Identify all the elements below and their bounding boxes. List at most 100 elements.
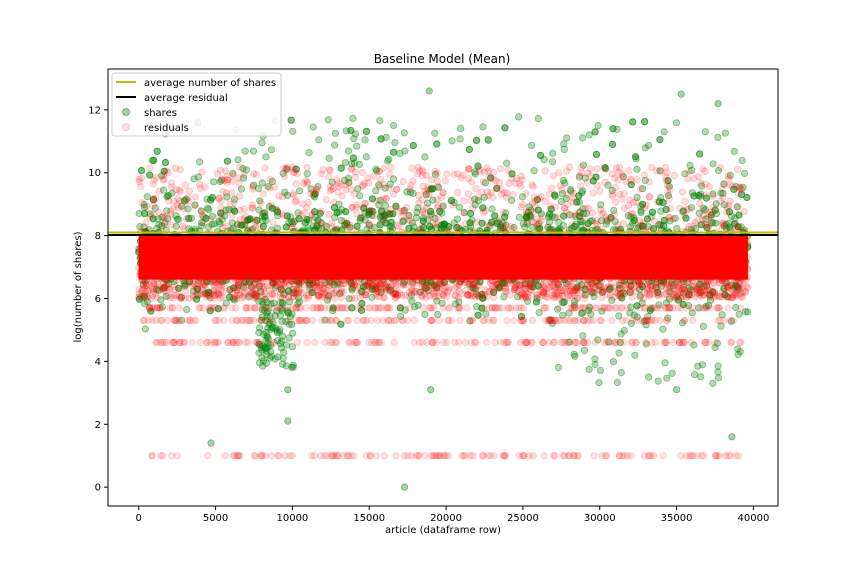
shares-point	[197, 207, 205, 215]
shares-point	[687, 286, 695, 294]
shares-point	[455, 298, 463, 306]
residuals-point	[569, 189, 577, 197]
shares-point	[728, 433, 736, 441]
residuals-point	[460, 209, 469, 217]
shares-point	[137, 293, 145, 301]
shares-point	[557, 197, 565, 206]
shares-point	[638, 200, 647, 208]
residuals-point	[593, 165, 601, 173]
residuals-point	[650, 217, 659, 225]
shares-point	[638, 185, 647, 193]
shares-point	[210, 178, 218, 186]
residuals-point	[669, 215, 678, 223]
residuals-point	[146, 164, 154, 172]
shares-point	[168, 189, 176, 197]
shares-point	[324, 116, 332, 124]
shares-point	[706, 296, 715, 304]
residuals-point	[325, 173, 333, 181]
shares-point	[534, 282, 542, 290]
shares-point	[182, 195, 190, 203]
shares-point	[438, 209, 446, 217]
shares-point	[161, 220, 169, 228]
shares-point	[585, 131, 593, 139]
residuals-point	[155, 187, 163, 195]
shares-point	[289, 219, 297, 228]
shares-point	[693, 285, 701, 293]
shares-point	[474, 162, 482, 170]
residuals-point	[614, 221, 622, 229]
shares-point	[609, 358, 618, 366]
shares-point	[631, 153, 640, 161]
shares-point	[655, 220, 663, 229]
shares-point	[688, 166, 696, 174]
shares-point	[696, 280, 704, 288]
shares-point	[141, 325, 149, 333]
shares-point	[243, 216, 251, 224]
shares-point	[609, 125, 617, 133]
shares-point	[479, 123, 487, 131]
shares-point	[430, 281, 438, 289]
shares-point	[245, 293, 253, 301]
shares-point	[702, 215, 710, 223]
shares-point	[734, 345, 742, 353]
residuals-point	[676, 204, 684, 212]
shares-point	[471, 168, 479, 176]
residuals-point	[582, 224, 591, 232]
shares-point	[592, 173, 600, 181]
shares-point	[664, 191, 673, 200]
shares-point	[155, 221, 163, 229]
shares-point	[656, 136, 664, 144]
shares-point	[615, 284, 624, 292]
shares-point	[575, 173, 584, 181]
shares-point	[669, 282, 677, 290]
residuals-point	[236, 163, 244, 171]
shares-point	[317, 219, 325, 227]
shares-point	[424, 216, 432, 224]
shares-point	[305, 149, 313, 157]
shares-point	[700, 282, 708, 291]
shares-point	[358, 288, 366, 296]
shares-point	[267, 347, 275, 356]
shares-point	[310, 191, 318, 199]
shares-point	[207, 439, 215, 447]
shares-point	[743, 193, 751, 202]
shares-point	[262, 153, 270, 161]
shares-point	[630, 216, 638, 224]
shares-point	[562, 195, 571, 203]
shares-point	[175, 284, 183, 292]
residuals-point	[734, 189, 743, 197]
shares-point	[526, 279, 534, 288]
shares-point	[301, 218, 310, 226]
shares-point	[608, 140, 617, 148]
shares-point	[609, 125, 617, 133]
shares-point	[514, 113, 523, 121]
shares-point	[578, 134, 587, 142]
shares-point	[591, 355, 599, 363]
residuals-point	[215, 214, 223, 222]
shares-point	[648, 208, 657, 216]
residuals-point	[709, 192, 717, 200]
shares-point	[246, 215, 254, 223]
shares-point	[340, 176, 349, 184]
shares-point	[580, 346, 589, 354]
shares-point	[453, 215, 461, 223]
shares-point	[307, 185, 315, 193]
shares-point	[349, 154, 357, 162]
shares-point	[140, 200, 148, 209]
residuals-point	[545, 190, 554, 198]
shares-point	[567, 187, 575, 195]
shares-point	[198, 219, 206, 227]
shares-point	[264, 183, 272, 191]
shares-point	[617, 330, 625, 338]
residuals-point	[684, 175, 692, 183]
shares-point	[579, 161, 588, 169]
shares-point	[534, 206, 542, 214]
shares-point	[361, 216, 369, 224]
shares-point	[726, 171, 734, 179]
residuals-point	[340, 217, 348, 225]
residuals-point	[427, 176, 436, 184]
shares-point	[396, 150, 404, 158]
shares-point	[331, 213, 339, 221]
shares-point	[521, 223, 529, 231]
shares-point	[672, 386, 681, 394]
